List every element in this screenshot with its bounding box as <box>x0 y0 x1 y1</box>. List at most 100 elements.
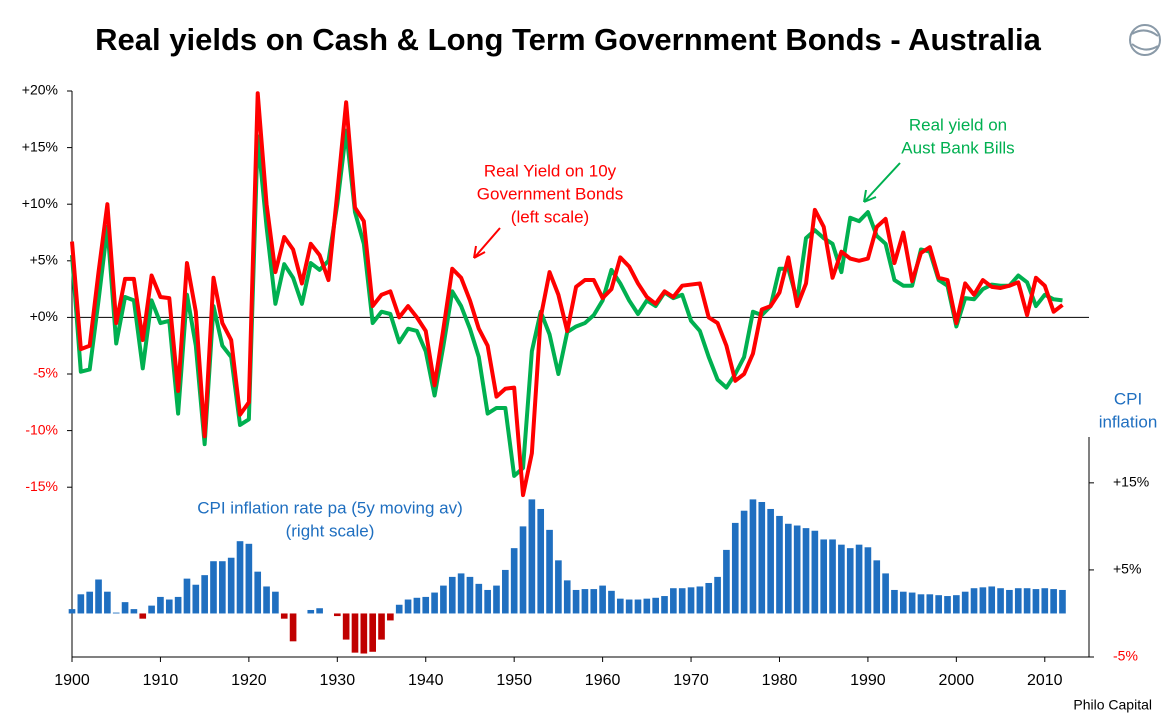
bar <box>661 596 668 614</box>
bar <box>917 594 925 614</box>
bar <box>307 609 315 614</box>
bar <box>112 612 120 614</box>
bar <box>758 502 766 614</box>
bar <box>891 589 898 614</box>
bar <box>1050 589 1057 614</box>
chart-title: Real yields on Cash & Long Term Governme… <box>95 22 1041 57</box>
logo <box>1129 24 1161 56</box>
bar <box>174 596 182 614</box>
bar <box>563 580 571 614</box>
bar <box>838 544 845 614</box>
bar <box>590 589 598 614</box>
bar <box>829 539 836 614</box>
bar <box>555 560 562 614</box>
bar <box>599 585 606 614</box>
bar <box>457 573 465 614</box>
bar <box>546 529 553 614</box>
bar <box>351 613 359 653</box>
series-label: Real yield on <box>909 115 1007 134</box>
bar <box>1059 589 1066 614</box>
bar <box>183 578 191 614</box>
bar <box>882 573 889 614</box>
bar <box>855 544 863 614</box>
x-tick-label: 2000 <box>939 672 975 689</box>
bar <box>1023 588 1031 614</box>
bar <box>245 543 253 614</box>
bar <box>616 598 624 614</box>
bar <box>988 586 996 614</box>
series-label: CPI inflation rate pa (5y moving av) <box>197 498 463 517</box>
bar <box>926 594 934 614</box>
bar <box>510 548 518 614</box>
x-tick-label: 1920 <box>231 672 267 689</box>
y-tick-label: +0% <box>30 308 58 324</box>
bar <box>192 584 200 614</box>
bar <box>466 576 474 614</box>
bar <box>413 597 421 614</box>
bar <box>731 522 739 614</box>
bar <box>475 583 483 614</box>
y-tick-label: +15% <box>22 138 58 154</box>
bar <box>263 586 270 614</box>
bar <box>289 613 297 642</box>
bar <box>210 561 217 614</box>
bar <box>422 596 430 614</box>
bar <box>767 508 774 614</box>
bar <box>519 526 527 614</box>
bar <box>1032 589 1040 614</box>
bar <box>776 515 783 614</box>
bar <box>749 499 757 614</box>
bar <box>696 586 704 614</box>
bar <box>634 599 642 614</box>
bar <box>387 613 394 621</box>
series-label: (right scale) <box>286 521 375 540</box>
x-tick-label: 1950 <box>496 672 532 689</box>
bar <box>493 585 500 614</box>
bar <box>484 589 491 614</box>
series-label: Aust Bank Bills <box>901 138 1014 157</box>
arrow <box>863 162 901 203</box>
bar <box>979 587 987 614</box>
y-tick-label: -15% <box>25 478 58 494</box>
bar <box>970 588 978 614</box>
bar <box>1041 588 1049 614</box>
bar <box>643 598 651 614</box>
bar <box>201 575 208 614</box>
y-tick-label: +20% <box>22 82 58 98</box>
bar <box>502 569 509 614</box>
bar <box>1014 588 1022 614</box>
source: Philo Capital <box>1073 697 1152 713</box>
bar <box>130 609 138 614</box>
bar <box>678 588 686 614</box>
bar <box>723 549 730 614</box>
bar <box>997 588 1004 614</box>
bar <box>899 591 907 614</box>
bar <box>811 530 819 614</box>
y-tick-label: -5% <box>33 365 58 381</box>
bar <box>1006 589 1013 614</box>
x-tick-label: 1990 <box>850 672 886 689</box>
x-tick-label: 1960 <box>585 672 621 689</box>
bar <box>254 571 262 614</box>
x-tick-label: 1970 <box>673 672 709 689</box>
bar <box>86 591 94 614</box>
y2-tick-label: +5% <box>1113 561 1141 577</box>
bar <box>95 579 102 614</box>
bar <box>404 599 412 614</box>
bar <box>272 591 279 614</box>
bar <box>360 613 368 654</box>
bar <box>652 597 659 614</box>
x-tick-label: 1930 <box>320 672 356 689</box>
bar <box>431 592 438 614</box>
bar <box>944 596 951 614</box>
bar <box>440 585 447 614</box>
series-label: Government Bonds <box>477 184 623 203</box>
bar <box>77 594 85 614</box>
bar <box>873 560 881 614</box>
series-label: (left scale) <box>511 207 589 226</box>
x-tick-label: 1910 <box>143 672 179 689</box>
bar <box>908 592 916 614</box>
bar <box>961 591 969 614</box>
bar <box>846 548 854 614</box>
